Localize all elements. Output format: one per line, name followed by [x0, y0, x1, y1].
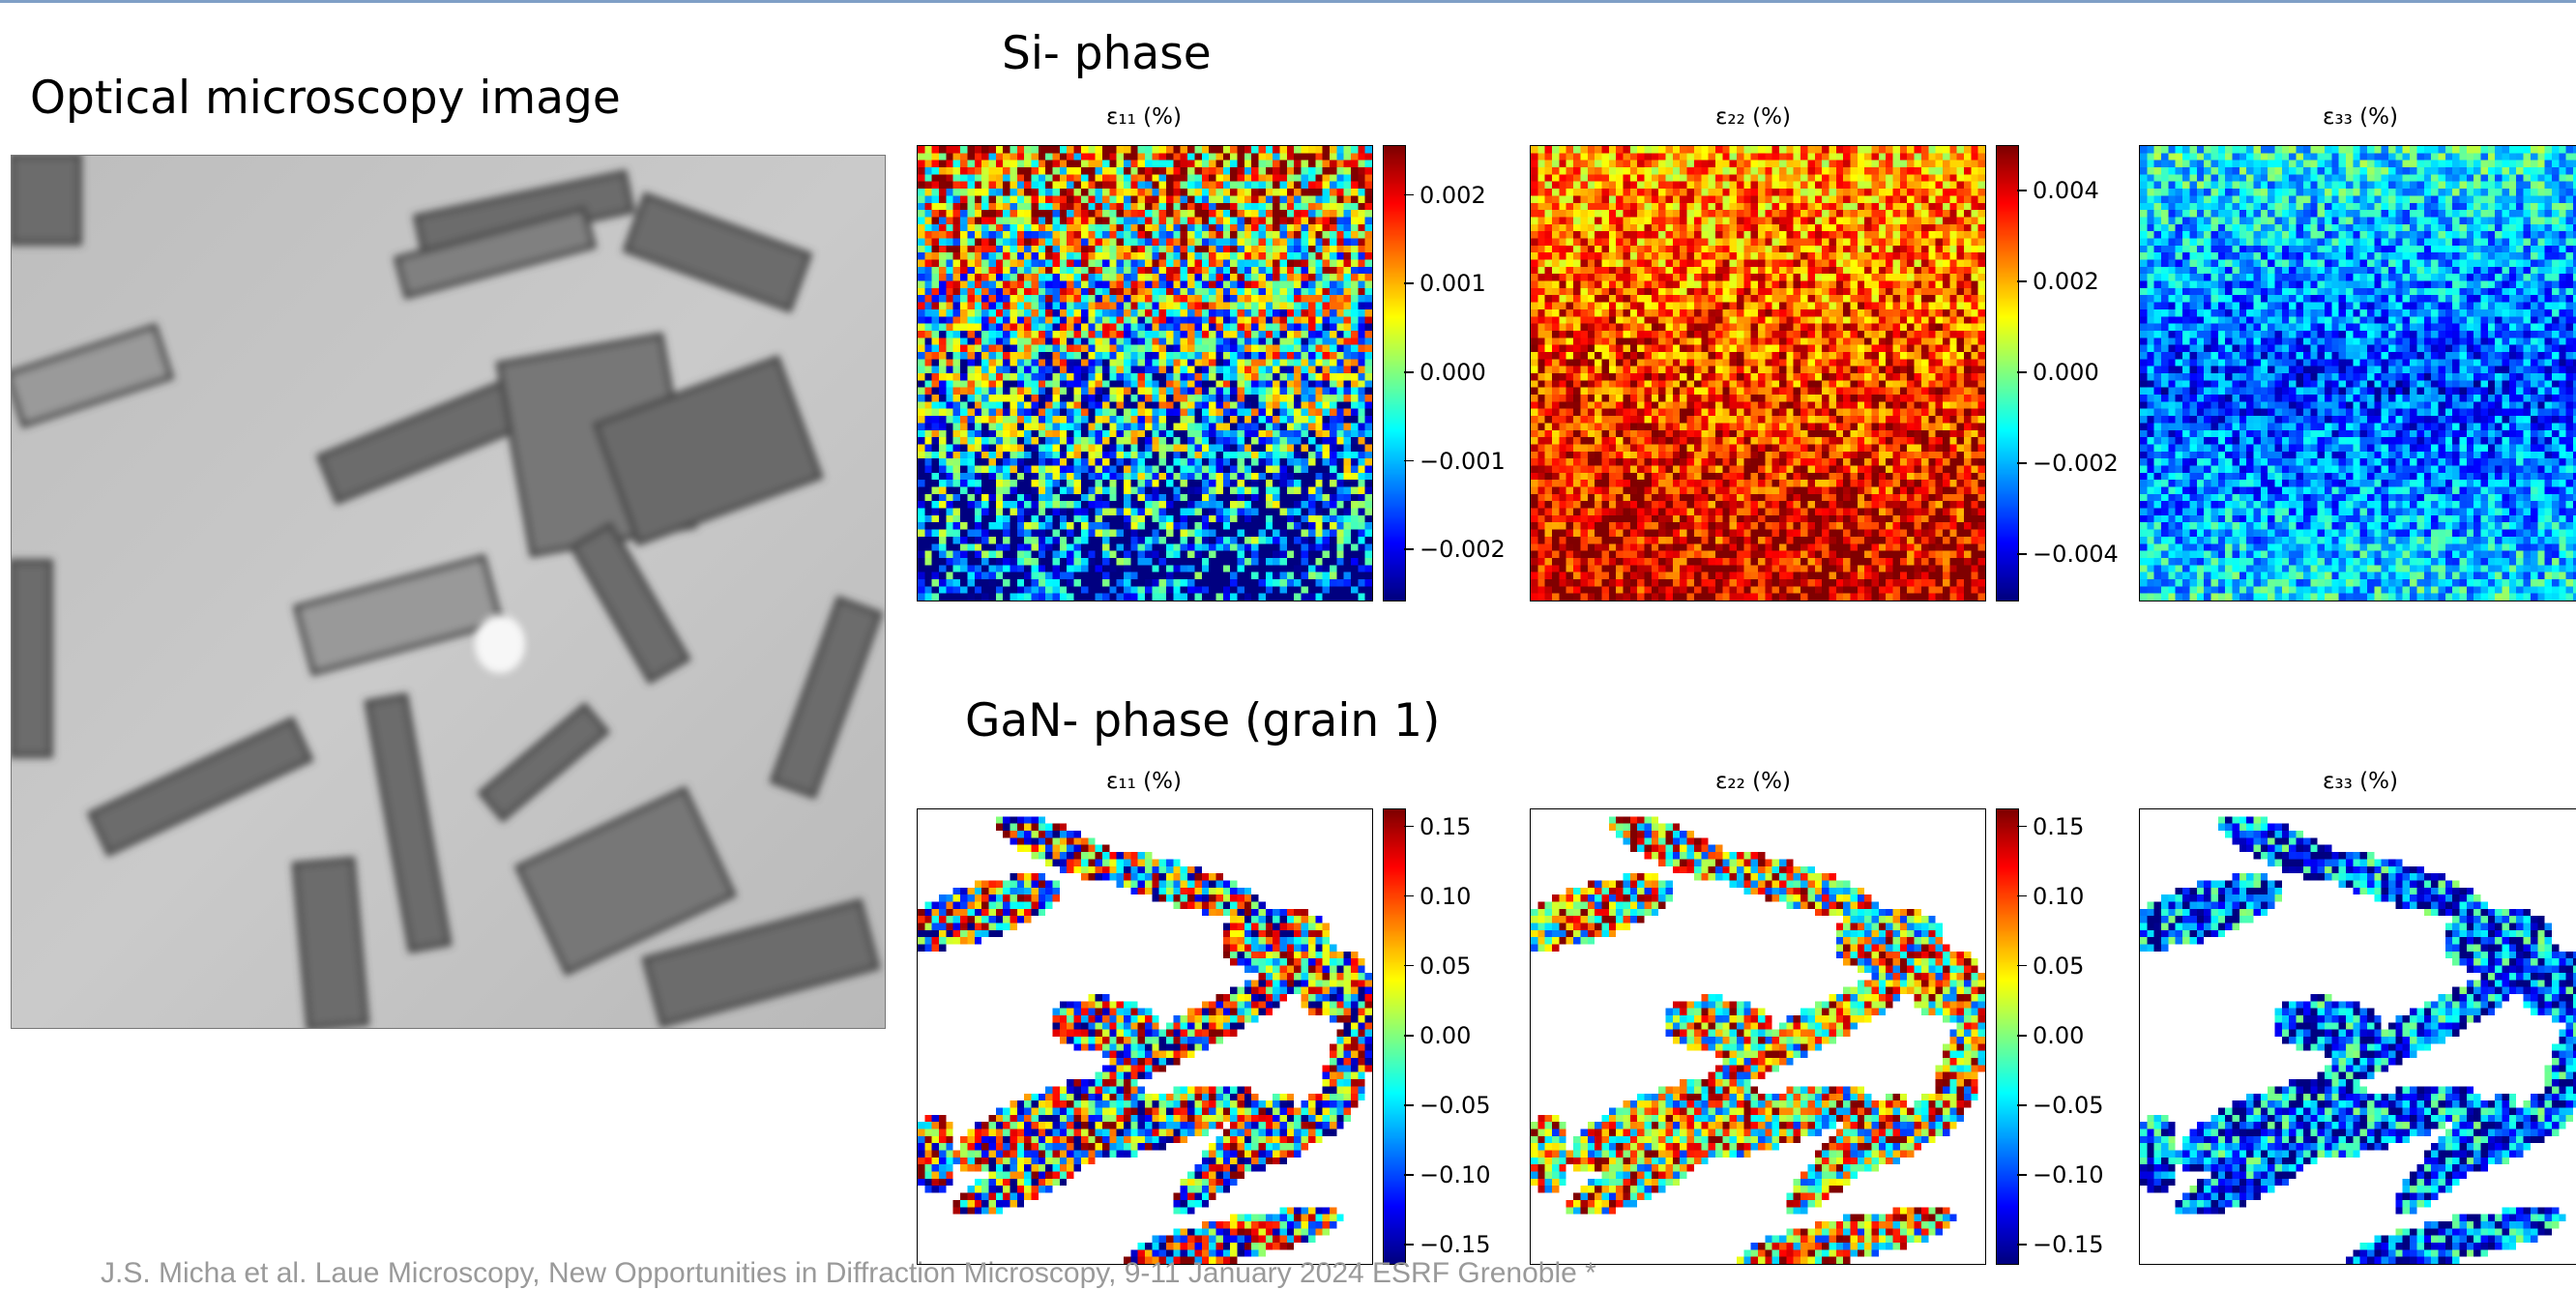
colorbar-tick-mark	[1404, 282, 1414, 284]
si-e22-strain-map	[1530, 145, 1986, 601]
colorbar-tick-label: −0.004	[2033, 541, 2119, 568]
colorbar-tick-mark	[1404, 894, 1414, 897]
colorbar-tick-mark	[2017, 1174, 2027, 1176]
colorbar-tick-label: 0.15	[2033, 812, 2085, 840]
colorbar-tick-mark	[1404, 548, 1414, 550]
gan-e11-strain-map	[917, 808, 1373, 1265]
colorbar-tick-mark	[1404, 964, 1414, 967]
optical-image-title: Optical microscopy image	[30, 72, 621, 125]
colorbar-tick-mark	[2017, 280, 2027, 282]
colorbar-tick-mark	[2017, 1244, 2027, 1246]
colorbar-tick-label: 0.10	[1420, 882, 1472, 910]
colorbar-tick-mark	[2017, 1104, 2027, 1106]
colorbar-tick-label: 0.05	[2033, 952, 2085, 980]
colorbar-tick-label: 0.002	[1420, 181, 1486, 209]
slide-footer: J.S. Micha et al. Laue Microscopy, New O…	[101, 1257, 1596, 1289]
si-e33-title: ε₃₃ (%)	[2323, 104, 2398, 130]
optical-microscopy-image	[11, 155, 886, 1029]
colorbar-tick-label: 0.00	[1420, 1022, 1472, 1049]
colorbar-tick-mark	[1404, 1104, 1414, 1106]
si-e22-title: ε₂₂ (%)	[1715, 104, 1791, 130]
colorbar-tick-label: −0.10	[2033, 1161, 2104, 1189]
colorbar-tick-mark	[1404, 825, 1414, 828]
colorbar-tick-mark	[2017, 1035, 2027, 1037]
gan-e22-colorbar	[1996, 808, 2019, 1265]
colorbar-tick-label: −0.05	[1420, 1092, 1491, 1120]
colorbar-tick-label: −0.002	[2033, 450, 2119, 477]
colorbar-tick-label: 0.15	[1420, 812, 1472, 840]
gan-e22-strain-map	[1530, 808, 1986, 1265]
colorbar-tick-mark	[1404, 459, 1414, 462]
gan-e33-strain-map	[2139, 808, 2576, 1265]
si-e11-strain-map	[917, 145, 1373, 601]
colorbar-tick-label: 0.10	[2033, 882, 2085, 910]
si-e33-strain-map	[2139, 145, 2576, 601]
colorbar-tick-label: −0.002	[1420, 536, 1506, 564]
colorbar-tick-label: 0.000	[1420, 359, 1486, 386]
colorbar-tick-mark	[1404, 193, 1414, 196]
colorbar-tick-label: 0.05	[1420, 952, 1472, 980]
colorbar-tick-label: 0.004	[2033, 177, 2099, 204]
colorbar-tick-mark	[2017, 462, 2027, 464]
colorbar-tick-mark	[2017, 825, 2027, 828]
si-e22-colorbar	[1996, 145, 2019, 601]
colorbar-tick-mark	[2017, 964, 2027, 967]
microscopy-grains-picture	[12, 156, 885, 1028]
colorbar-tick-mark	[2017, 190, 2027, 191]
colorbar-tick-label: −0.001	[1420, 447, 1506, 475]
si-e11-colorbar	[1383, 145, 1406, 601]
colorbar-tick-label: −0.05	[2033, 1092, 2104, 1120]
gan-e22-title: ε₂₂ (%)	[1715, 769, 1791, 794]
colorbar-tick-label: 0.00	[2033, 1022, 2085, 1049]
si-e11-title: ε₁₁ (%)	[1106, 104, 1182, 130]
colorbar-tick-label: −0.15	[2033, 1231, 2104, 1259]
gan-e33-title: ε₃₃ (%)	[2323, 769, 2398, 794]
colorbar-tick-label: −0.10	[1420, 1161, 1491, 1189]
colorbar-tick-mark	[1404, 1174, 1414, 1176]
gan-e11-title: ε₁₁ (%)	[1106, 769, 1182, 794]
gan-phase-title: GaN- phase (grain 1)	[965, 694, 1441, 748]
colorbar-tick-mark	[1404, 1244, 1414, 1246]
gan-e11-colorbar	[1383, 808, 1406, 1265]
colorbar-tick-label: 0.001	[1420, 270, 1486, 298]
colorbar-tick-mark	[2017, 894, 2027, 897]
slide-top-rule	[0, 0, 2576, 3]
si-phase-title: Si- phase	[1002, 27, 1212, 80]
colorbar-tick-mark	[1404, 371, 1414, 373]
colorbar-tick-mark	[2017, 553, 2027, 555]
colorbar-tick-mark	[2017, 371, 2027, 373]
colorbar-tick-label: 0.000	[2033, 359, 2099, 386]
colorbar-tick-label: 0.002	[2033, 268, 2099, 295]
colorbar-tick-mark	[1404, 1035, 1414, 1037]
colorbar-tick-label: −0.15	[1420, 1231, 1491, 1259]
